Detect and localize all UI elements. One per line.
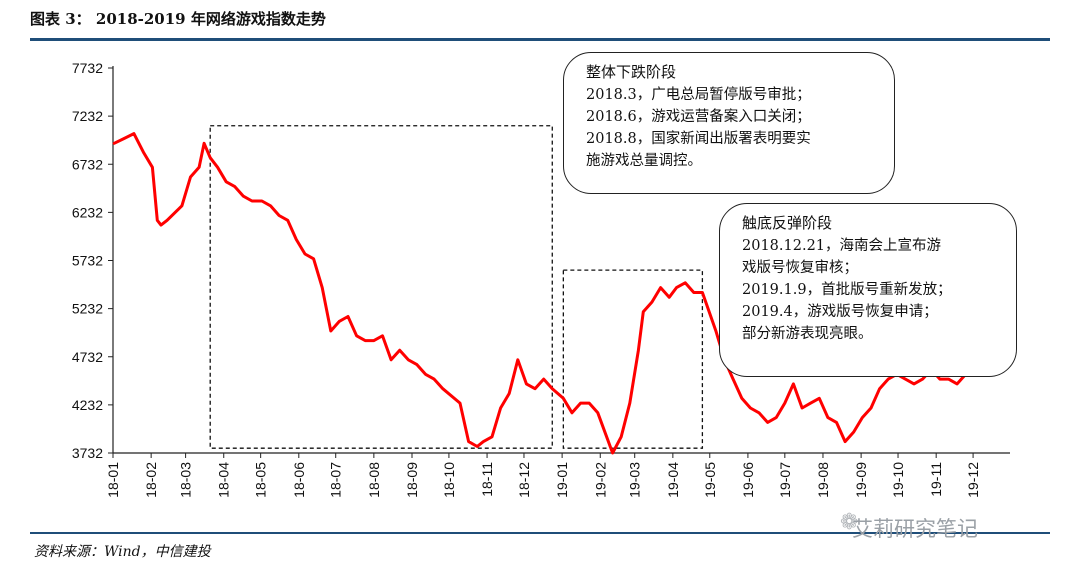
y-tick-label: 4732 xyxy=(72,349,103,365)
x-tick-label: 19-04 xyxy=(665,462,681,498)
y-tick-label: 5232 xyxy=(72,301,103,317)
x-tick-label: 19-03 xyxy=(627,462,643,498)
x-tick-label: 19-09 xyxy=(853,462,869,498)
x-tick-label: 18-06 xyxy=(291,462,307,498)
x-tick-label: 19-07 xyxy=(777,462,793,498)
figure-title: 图表 3： 2018-2019 年网络游戏指数走势 xyxy=(30,10,326,28)
x-tick-label: 19-12 xyxy=(965,462,981,498)
callout-decline-line: 2018.8，国家新闻出版署表明要实 xyxy=(586,131,811,147)
callout-decline-line: 2018.6，游戏运营备案入口关闭； xyxy=(586,109,811,125)
y-tick-label: 6232 xyxy=(72,204,103,220)
callout-decline: 整体下跌阶段 2018.3，广电总局暂停版号审批； 2018.6，游戏运营备案入… xyxy=(563,52,895,194)
index-line xyxy=(112,132,1012,455)
watermark: 艾莉研究笔记 xyxy=(852,517,978,541)
rebound-phase-box xyxy=(562,269,704,449)
callout-decline-line: 施游戏总量调控。 xyxy=(586,153,702,169)
callout-rebound-line: 部分新游表现亮眼。 xyxy=(742,326,873,342)
x-tick-label: 19-08 xyxy=(815,462,831,498)
decline-phase-box xyxy=(209,125,553,449)
x-tick-label: 18-10 xyxy=(441,462,457,498)
callout-rebound-line: 戏版号恢复审核； xyxy=(742,260,858,276)
y-tick-label: 7732 xyxy=(72,60,103,76)
x-tick-label: 18-07 xyxy=(328,462,344,498)
x-tick-label: 18-02 xyxy=(143,462,159,498)
y-tick-label: 6732 xyxy=(72,156,103,172)
x-tick-label: 19-05 xyxy=(702,462,718,498)
callout-rebound: 触底反弹阶段 2018.12.21，海南会上宣布游 戏版号恢复审核； 2019.… xyxy=(719,203,1017,377)
x-tick-label: 18-08 xyxy=(366,462,382,498)
x-tick-label: 18-12 xyxy=(516,462,532,498)
x-tick-label: 19-02 xyxy=(592,462,608,498)
source-note: 资料来源：Wind，中信建投 xyxy=(34,544,211,560)
x-tick-label: 18-04 xyxy=(216,462,232,498)
x-tick-label: 18-11 xyxy=(479,462,495,497)
x-tick-label: 19-06 xyxy=(740,462,756,498)
callout-rebound-line: 2019.1.9，首批版号重新发放； xyxy=(742,282,952,298)
x-tick-label: 19-01 xyxy=(554,462,570,498)
callout-decline-title: 整体下跌阶段 xyxy=(586,63,677,81)
wechat-icon: ❁ xyxy=(840,510,859,535)
x-tick-label: 18-09 xyxy=(404,462,420,498)
y-tick-label: 3732 xyxy=(72,445,103,461)
y-tick-label: 7232 xyxy=(72,108,103,124)
x-tick-label: 18-03 xyxy=(178,462,194,498)
y-tick-label: 4232 xyxy=(72,397,103,413)
x-tick-label: 19-11 xyxy=(928,462,944,497)
x-tick-label: 18-01 xyxy=(105,462,121,498)
x-tick-label: 19-10 xyxy=(890,462,906,498)
y-tick-label: 5732 xyxy=(72,253,103,269)
title-rule xyxy=(30,38,1050,41)
callout-rebound-line: 2018.12.21，海南会上宣布游 xyxy=(742,238,942,254)
callout-rebound-line: 2019.4，游戏版号恢复申请； xyxy=(742,304,938,320)
source-rule xyxy=(30,532,1050,534)
callout-decline-line: 2018.3，广电总局暂停版号审批； xyxy=(586,87,811,103)
callout-rebound-title: 触底反弹阶段 xyxy=(742,214,833,232)
x-tick-label: 18-05 xyxy=(253,462,269,498)
